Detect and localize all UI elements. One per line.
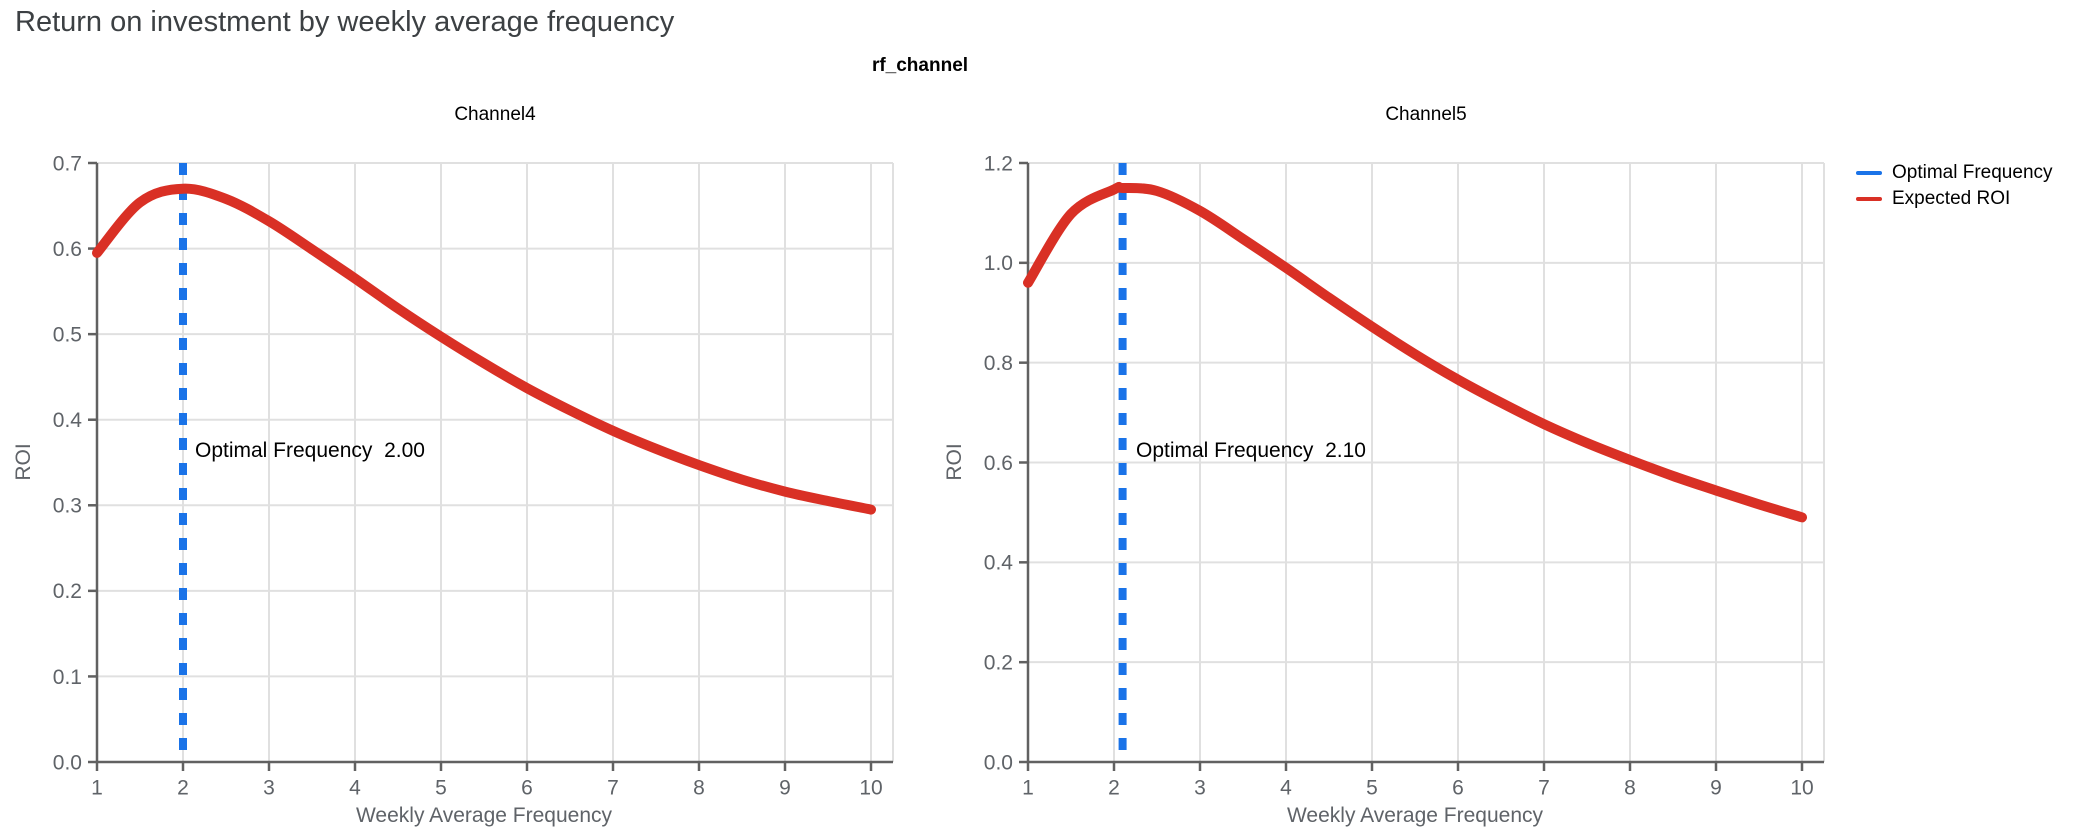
x-tick-label: 6 [521,776,533,799]
x-tick-label: 9 [779,776,791,799]
y-tick-label: 1.2 [984,152,1013,175]
y-tick-label: 0.6 [984,452,1013,475]
y-tick-label: 0.7 [53,152,82,175]
subplot-title-channel5: Channel5 [1385,104,1467,125]
subplot-channel5: 1 2 3 4 5 6 7 8 9 10 0.0 0.2 0.4 0.6 0.8 1.0 1.2 [984,152,1825,799]
annotation-optimal-frequency-channel4: Optimal Frequency 2.00 [195,439,425,462]
x-axis-label-channel5: Weekly Average Frequency [1286,804,1544,827]
y-tick-label: 0.0 [53,751,82,774]
x-tick-label: 3 [263,776,275,799]
y-tick-label: 0.2 [53,580,82,603]
x-tick-label: 8 [1624,776,1636,799]
page-title: Return on investment by weekly average f… [15,6,675,38]
y-tick-label: 0.8 [984,352,1013,375]
legend-label-expected-roi: Expected ROI [1892,188,2011,209]
x-tick-label: 9 [1710,776,1722,799]
x-tick-label: 7 [607,776,619,799]
legend-item-expected-roi: Expected ROI [1856,187,2053,211]
y-tick-label: 0.5 [53,323,82,346]
x-tick-label: 2 [1108,776,1120,799]
facet-title: rf_channel [871,55,969,76]
x-tick-label: 8 [693,776,705,799]
y-tick-label: 1.0 [984,252,1013,275]
expected-roi-curve [1023,181,1807,523]
legend-item-optimal-frequency: Optimal Frequency [1856,161,2053,185]
y-tick-label: 0.4 [53,409,83,432]
x-tick-label: 2 [177,776,189,799]
x-tick-label: 4 [1280,776,1292,799]
y-tick-label: 0.3 [53,495,82,518]
x-tick-label: 4 [349,776,361,799]
x-tick-label: 1 [1022,776,1034,799]
y-tick-label: 0.2 [984,652,1013,675]
y-tick-label: 0.1 [53,666,82,689]
x-tick-label: 1 [91,776,103,799]
x-tick-label: 3 [1194,776,1206,799]
expected-roi-line-swatch [1856,197,1882,201]
x-tick-label: 7 [1538,776,1550,799]
optimal-frequency-line-swatch [1856,171,1882,175]
subplot-channel4: 1 2 3 4 5 6 7 8 9 10 0.0 0.1 0.2 0.3 0.4 0.5 0.6 0.7 [53,152,894,799]
expected-roi-curve [92,183,876,515]
subplot-title-channel4: Channel4 [454,104,536,125]
x-axis-label-channel4: Weekly Average Frequency [355,804,613,827]
x-tick-label: 5 [1366,776,1378,799]
x-tick-label: 5 [435,776,447,799]
annotation-optimal-frequency-channel5: Optimal Frequency 2.10 [1136,439,1366,462]
x-tick-label: 10 [1790,776,1813,799]
y-tick-label: 0.6 [53,238,82,261]
legend: Optimal Frequency Expected ROI [1856,161,2053,211]
y-tick-label: 0.0 [984,751,1013,774]
y-axis-label-channel4: ROI [12,443,35,481]
y-axis-label-channel5: ROI [943,443,966,481]
y-tick-label: 0.4 [984,552,1014,575]
x-tick-label: 10 [859,776,882,799]
x-tick-label: 6 [1452,776,1464,799]
legend-label-optimal-frequency: Optimal Frequency [1892,162,2053,183]
